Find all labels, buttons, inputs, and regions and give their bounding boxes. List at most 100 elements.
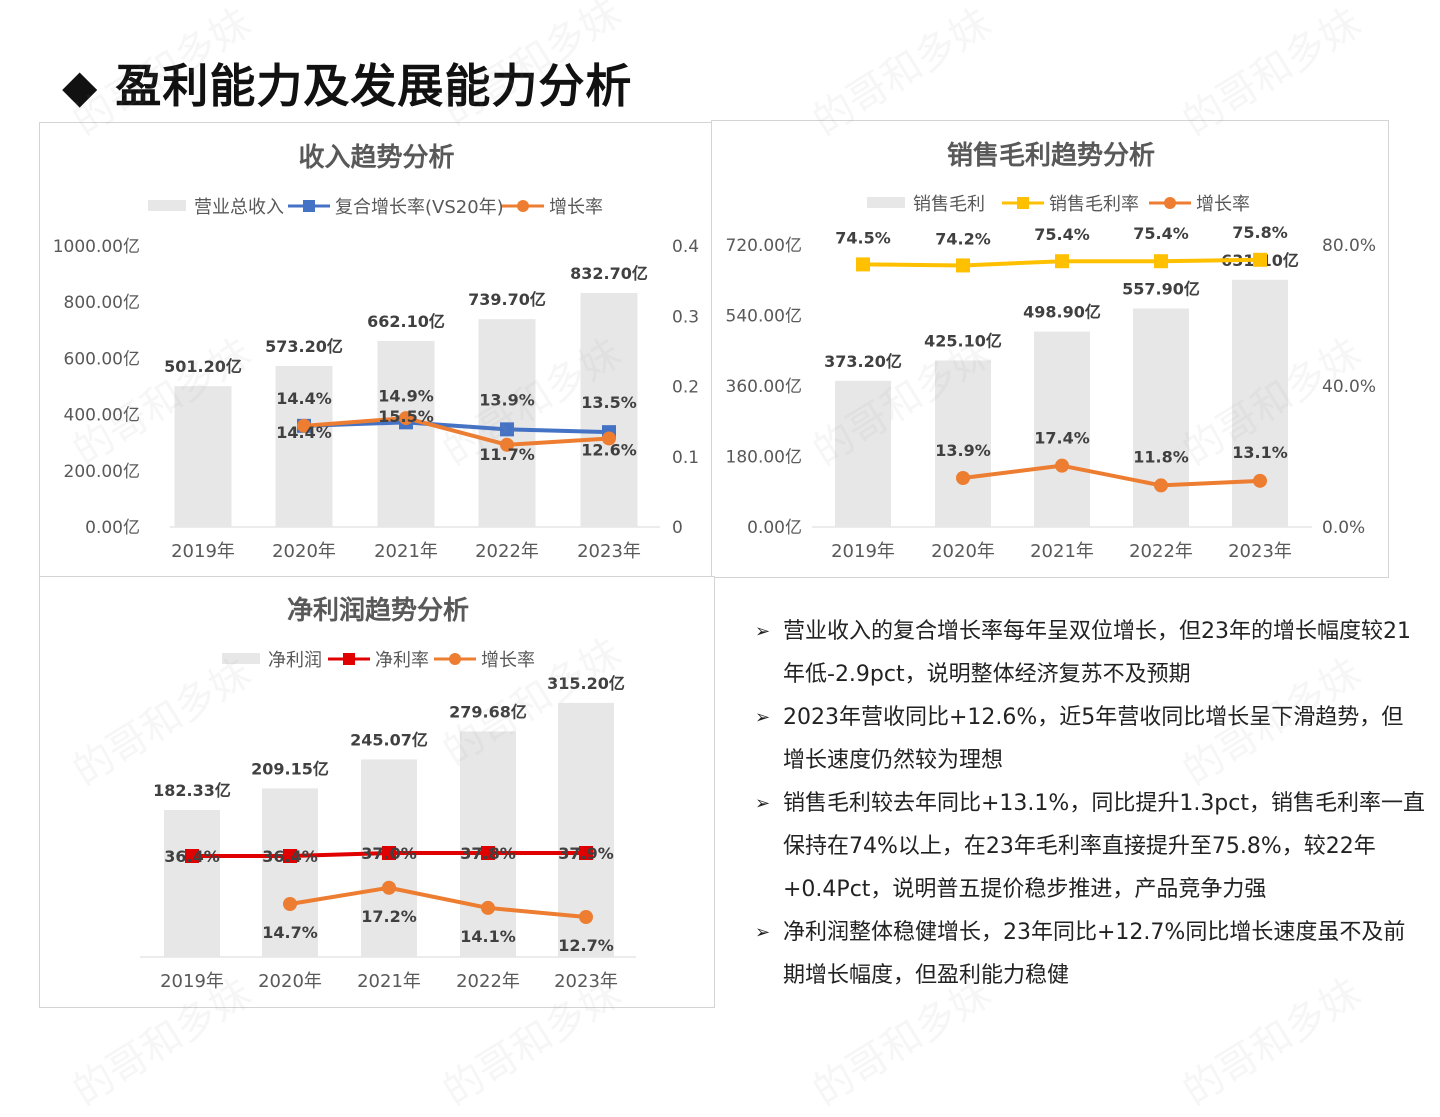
- legend-label: 净利润: [268, 650, 322, 671]
- y-tick-label: 800.00亿: [64, 293, 140, 313]
- series-line: [303, 420, 610, 435]
- y-tick-label: 720.00亿: [726, 236, 802, 256]
- bar-data-label: 315.20亿: [547, 674, 625, 693]
- series-line: [303, 416, 610, 447]
- note-text: 净利润整体稳健增长，23年同比+12.7%同比增长速度虽不及前期增长幅度，但盈利…: [783, 920, 1406, 988]
- data-point: [602, 431, 616, 446]
- line-data-label: 14.4%: [276, 423, 332, 442]
- bar: [460, 731, 516, 957]
- x-tick-label: 2022年: [456, 971, 520, 992]
- line-data-label: 75.4%: [1133, 224, 1189, 243]
- y-tick-label: 200.00亿: [64, 462, 140, 482]
- bar-data-label: 662.10亿: [367, 312, 445, 331]
- data-point: [579, 910, 593, 924]
- data-point: [1253, 252, 1267, 267]
- bar-data-label: 182.33亿: [153, 781, 231, 800]
- revenue-chart-panel: 收入趋势分析 营业总收入 复合增长率(VS20年) 增长率 0.00亿 200.00亿 40…: [39, 122, 712, 577]
- legend-label: 销售毛利: [913, 194, 985, 215]
- data-point: [1055, 458, 1069, 473]
- y-tick-label: 360.00亿: [726, 377, 802, 397]
- x-tick-label: 2023年: [554, 971, 618, 992]
- line-data-label: 37.9%: [558, 844, 614, 863]
- x-tick-label: 2022年: [1129, 541, 1193, 562]
- line-data-label: 37.8%: [460, 844, 516, 863]
- legend-marker: [303, 200, 315, 212]
- data-point: [1154, 478, 1168, 493]
- bar: [835, 380, 891, 527]
- chart-title: 收入趋势分析: [298, 143, 454, 173]
- line-data-label: 13.1%: [1232, 443, 1288, 462]
- x-tick-label: 2021年: [1030, 541, 1094, 562]
- note-item: ➢ 2023年营收同比+12.6%，近5年营收同比增长呈下滑趋势，但增长速度仍然较…: [755, 696, 1425, 782]
- x-tick-label: 2020年: [931, 541, 995, 562]
- bar: [377, 340, 435, 527]
- x-tick-label: 2019年: [831, 541, 895, 562]
- page-title: ◆ 盈利能力及发展能力分析: [62, 59, 633, 113]
- y2-tick-label: 0.0%: [1322, 518, 1365, 538]
- bar-data-label: 209.15亿: [251, 759, 329, 778]
- data-point: [297, 418, 311, 433]
- line-data-label: 74.2%: [935, 229, 991, 248]
- data-point: [382, 880, 396, 895]
- legend-marker: [449, 653, 461, 665]
- line-data-label: 14.1%: [460, 927, 516, 946]
- bar-data-label: 557.90亿: [1122, 279, 1200, 298]
- note-text: 营业收入的复合增长率每年呈双位增长，但23年的增长幅度较21年低-2.9pct，…: [783, 619, 1411, 687]
- data-point: [1154, 254, 1168, 269]
- bar-data-label: 501.20亿: [164, 357, 242, 376]
- y-tick-label: 1000.00亿: [53, 237, 140, 257]
- bar-data-label: 573.20亿: [265, 337, 343, 356]
- chart-title: 销售毛利趋势分析: [947, 140, 1155, 171]
- note-text: 销售毛利较去年同比+13.1%，同比提升1.3pct，销售毛利率一直保持在74%…: [783, 791, 1425, 902]
- data-point: [481, 846, 495, 860]
- data-point: [382, 846, 396, 860]
- arrow-bullet-icon: ➢: [755, 621, 771, 642]
- line-data-label: 11.7%: [479, 445, 535, 464]
- line-data-label: 15.5%: [378, 407, 434, 426]
- bar-data-label: 373.20亿: [824, 352, 902, 371]
- line-data-label: 36.4%: [262, 847, 318, 866]
- data-point: [956, 471, 970, 486]
- bar: [1034, 331, 1090, 527]
- bar-data-label: 425.10亿: [924, 332, 1002, 351]
- legend-marker: [1017, 197, 1029, 209]
- line-data-label: 14.9%: [378, 386, 434, 405]
- line-data-label: 13.9%: [935, 441, 991, 460]
- legend-swatch: [222, 653, 260, 664]
- bar-data-label: 832.70亿: [570, 264, 648, 283]
- legend-label: 营业总收入: [194, 197, 284, 218]
- y-tick-label: 0.00亿: [747, 518, 802, 538]
- legend-label: 净利率: [375, 650, 429, 671]
- legend-label: 增长率: [1196, 194, 1250, 215]
- gross-profit-chart-panel: 销售毛利趋势分析 销售毛利 销售毛利率 增长率 0.00亿 180.00亿 360.00亿 5…: [711, 120, 1389, 578]
- line-data-label: 14.7%: [262, 923, 318, 942]
- legend-label: 增长率: [549, 197, 603, 218]
- note-item: ➢ 净利润整体稳健增长，23年同比+12.7%同比增长速度虽不及前期增长幅度，但盈…: [755, 911, 1425, 997]
- arrow-bullet-icon: ➢: [755, 793, 771, 814]
- line-data-label: 13.5%: [581, 393, 637, 412]
- y-tick-label: 540.00亿: [726, 307, 802, 327]
- y-tick-label: 180.00亿: [726, 448, 802, 468]
- legend-marker: [517, 200, 529, 212]
- legend-swatch: [148, 200, 186, 211]
- legend-marker: [343, 653, 355, 665]
- line-data-label: 17.4%: [1034, 429, 1090, 448]
- x-tick-label: 2019年: [171, 541, 235, 562]
- y2-tick-label: 0.2: [672, 378, 699, 398]
- note-item: ➢ 营业收入的复合增长率每年呈双位增长，但23年的增长幅度较21年低-2.9pct…: [755, 610, 1425, 696]
- bar: [935, 360, 991, 527]
- bar: [1133, 308, 1189, 527]
- data-point: [283, 849, 297, 863]
- series-line: [962, 463, 1261, 488]
- legend-marker: [1164, 197, 1176, 209]
- line-data-label: 11.8%: [1133, 447, 1189, 466]
- y2-tick-label: 0.4: [672, 237, 699, 257]
- y-tick-label: 600.00亿: [64, 349, 140, 369]
- arrow-bullet-icon: ➢: [755, 707, 771, 728]
- note-item: ➢ 销售毛利较去年同比+13.1%，同比提升1.3pct，销售毛利率一直保持在74…: [755, 782, 1425, 911]
- line-data-label: 13.9%: [479, 390, 535, 409]
- y2-tick-label: 0: [672, 518, 683, 538]
- y2-tick-label: 0.1: [672, 448, 699, 468]
